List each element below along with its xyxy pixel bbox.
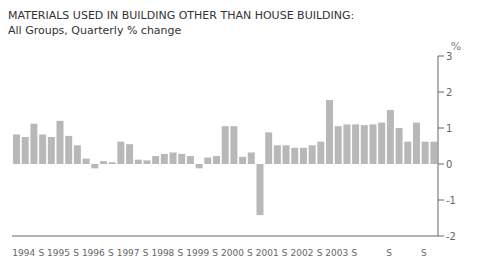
svg-text:1994: 1994: [12, 248, 35, 258]
svg-text:S: S: [38, 248, 44, 258]
svg-text:1996: 1996: [82, 248, 105, 258]
svg-text:S: S: [247, 248, 253, 258]
svg-text:S: S: [317, 248, 323, 258]
svg-text:S: S: [212, 248, 218, 258]
svg-text:S: S: [351, 248, 357, 258]
svg-text:S: S: [108, 248, 114, 258]
html-text:All Groups, Quarterly % change: All Groups, Quarterly % change: [8, 24, 182, 37]
svg-text:S: S: [421, 248, 427, 258]
svg-text:0: 0: [446, 159, 452, 170]
svg-text:S: S: [178, 248, 184, 258]
svg-text:S: S: [73, 248, 79, 258]
svg-text:-1: -1: [446, 195, 456, 206]
svg-text:3: 3: [446, 50, 453, 62]
svg-text:S: S: [143, 248, 149, 258]
svg-text:%: %: [451, 40, 461, 53]
svg-text:S: S: [282, 248, 288, 258]
svg-text:2003: 2003: [325, 248, 348, 258]
svg-text:1999: 1999: [186, 248, 209, 258]
svg-text:2001: 2001: [256, 248, 279, 258]
svg-text:2000: 2000: [221, 248, 244, 258]
html-text:MATERIALS USED IN BUILDING OTH: MATERIALS USED IN BUILDING OTHER THAN HO…: [8, 9, 355, 22]
svg-text:1: 1: [446, 123, 452, 134]
svg-text:-2: -2: [446, 231, 456, 242]
svg-text:2: 2: [446, 87, 452, 98]
svg-text:1997: 1997: [117, 248, 140, 258]
svg-text:1998: 1998: [151, 248, 174, 258]
svg-text:S: S: [386, 248, 392, 258]
svg-text:1995: 1995: [47, 248, 70, 258]
svg-text:2002: 2002: [291, 248, 314, 258]
